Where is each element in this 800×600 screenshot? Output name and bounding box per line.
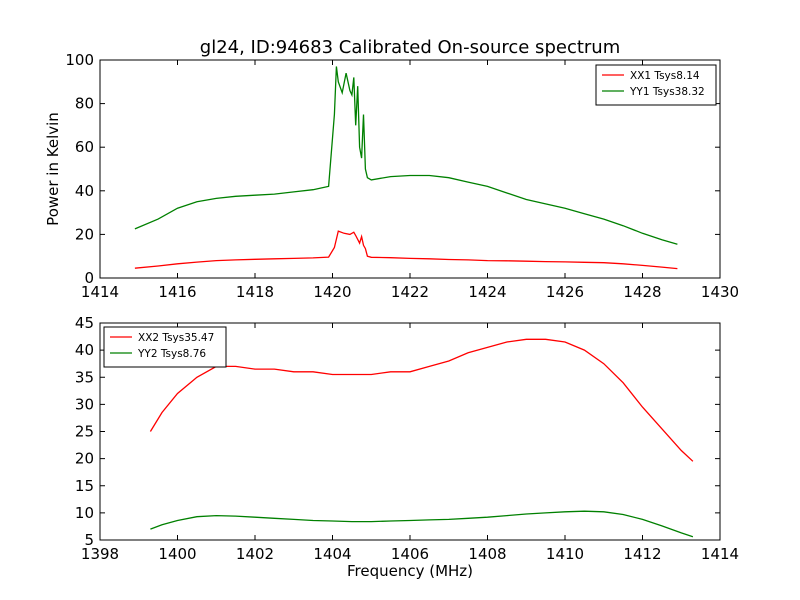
x-tick-label-1-3: 1404 xyxy=(313,545,351,563)
y-tick-label-1-7: 40 xyxy=(75,341,94,359)
x-tick-label-1-4: 1406 xyxy=(391,545,429,563)
legend-box-0 xyxy=(595,64,717,106)
x-tick-label-1-1: 1400 xyxy=(158,545,196,563)
y-tick-label-0-5: 100 xyxy=(65,51,94,69)
y-tick-label-1-0: 5 xyxy=(84,531,94,549)
legend-0: XX1 Tsys8.14 YY1 Tsys38.32 xyxy=(595,64,717,106)
x-tick-label-1-0: 1398 xyxy=(81,545,119,563)
legend-1: XX2 Tsys35.47 YY2 Tsys8.76 xyxy=(103,326,227,368)
y-axis-label-0: Power in Kelvin xyxy=(44,112,62,226)
y-tick-label-1-4: 25 xyxy=(75,423,94,441)
y-tick-label-1-2: 15 xyxy=(75,477,94,495)
x-tick-label-0-8: 1430 xyxy=(701,283,739,301)
y-tick-label-0-2: 40 xyxy=(75,182,94,200)
x-tick-label-1-2: 1402 xyxy=(236,545,274,563)
y-tick-label-1-3: 20 xyxy=(75,450,94,468)
y-tick-label-0-1: 20 xyxy=(75,225,94,243)
x-tick-label-0-0: 1414 xyxy=(81,283,119,301)
bottom-panel: 1398 1400 1402 1404 1406 1408 1410 1412 1414 5 10 1… xyxy=(75,314,739,580)
top-panel: 1414 1416 1418 1420 1422 1424 1426 1428 1430 0 20 4… xyxy=(44,51,739,301)
x-tick-label-0-3: 1420 xyxy=(313,283,351,301)
x-tick-label-1-8: 1414 xyxy=(701,545,739,563)
x-tick-label-0-2: 1418 xyxy=(236,283,274,301)
x-tick-label-0-6: 1426 xyxy=(546,283,584,301)
legend-label-0-0: XX1 Tsys8.14 xyxy=(630,70,700,82)
x-tick-label-1-5: 1408 xyxy=(468,545,506,563)
legend-label-0-1: YY1 Tsys38.32 xyxy=(629,86,705,98)
y-tick-label-1-5: 30 xyxy=(75,395,94,413)
x-tick-label-1-7: 1412 xyxy=(623,545,661,563)
y-tick-label-1-1: 10 xyxy=(75,504,94,522)
x-tick-label-0-5: 1424 xyxy=(468,283,506,301)
y-tick-label-0-4: 80 xyxy=(75,95,94,113)
series-line-0-1 xyxy=(134,66,678,245)
y-tick-label-1-6: 35 xyxy=(75,368,94,386)
series-line-1-0 xyxy=(149,338,694,462)
y-tick-label-0-0: 0 xyxy=(84,269,94,287)
x-tick-label-0-1: 1416 xyxy=(158,283,196,301)
x-tick-label-0-4: 1422 xyxy=(391,283,429,301)
x-tick-label-1-6: 1410 xyxy=(546,545,584,563)
legend-label-1-1: YY2 Tsys8.76 xyxy=(137,348,206,360)
legend-label-1-0: XX2 Tsys35.47 xyxy=(138,332,214,344)
chart-title: gl24, ID:94683 Calibrated On-source spec… xyxy=(200,37,620,58)
x-tick-label-0-7: 1428 xyxy=(623,283,661,301)
y-tick-label-0-3: 60 xyxy=(75,138,94,156)
legend-box-1 xyxy=(103,326,227,368)
x-axis-label-1: Frequency (MHz) xyxy=(347,562,473,580)
series-line-1-1 xyxy=(150,510,694,538)
series-line-0-0 xyxy=(134,230,678,270)
y-tick-label-1-8: 45 xyxy=(75,314,94,332)
